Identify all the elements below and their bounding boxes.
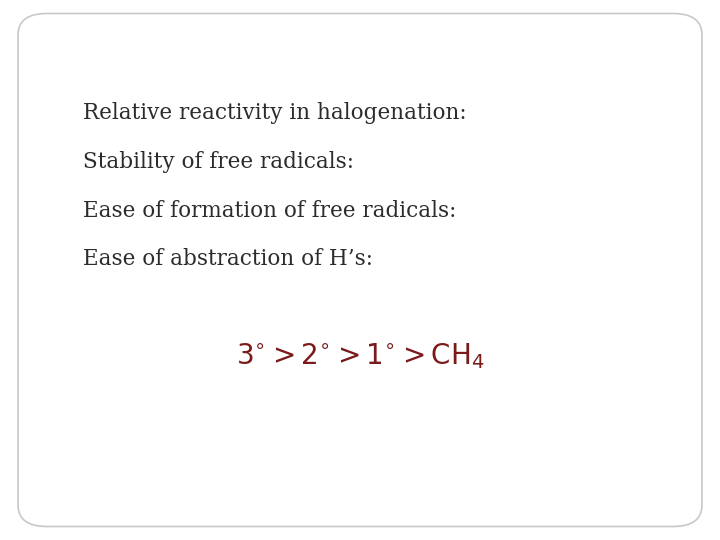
Text: Relative reactivity in halogenation:: Relative reactivity in halogenation: bbox=[83, 103, 467, 124]
Text: Ease of abstraction of H’s:: Ease of abstraction of H’s: bbox=[83, 248, 373, 270]
Text: $3^{\circ} > 2^{\circ} > 1^{\circ} > \mathrm{CH_4}$: $3^{\circ} > 2^{\circ} > 1^{\circ} > \ma… bbox=[235, 341, 485, 372]
Text: Stability of free radicals:: Stability of free radicals: bbox=[83, 151, 354, 173]
FancyBboxPatch shape bbox=[18, 14, 702, 526]
Text: Ease of formation of free radicals:: Ease of formation of free radicals: bbox=[83, 200, 456, 221]
